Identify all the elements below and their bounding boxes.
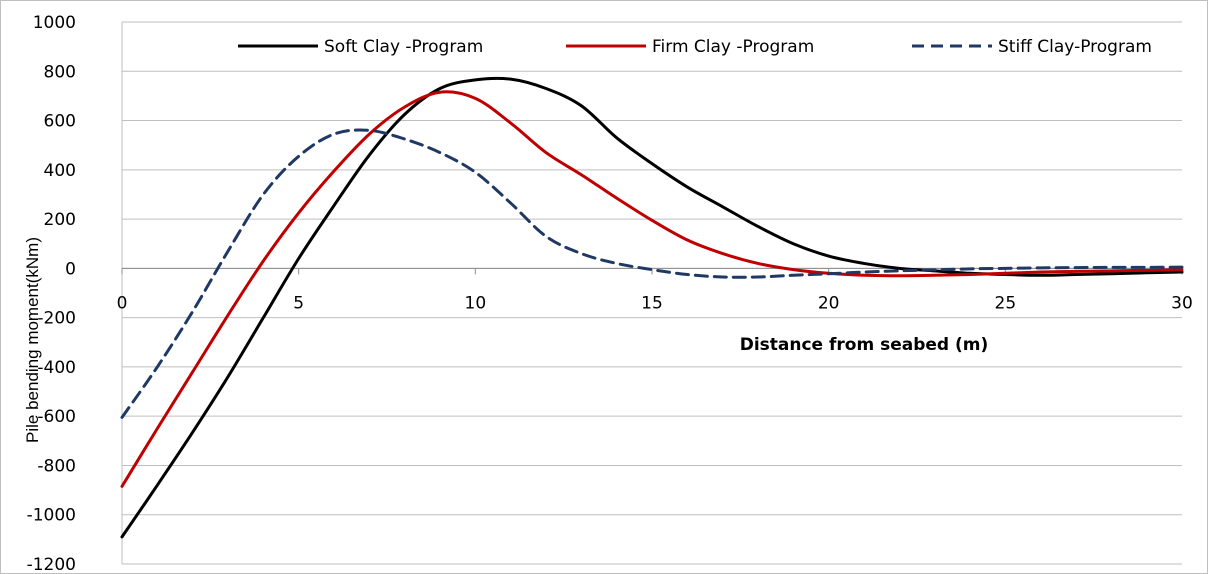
y-tick-label: -600 [37, 407, 76, 427]
x-axis-title: Distance from seabed (m) [740, 335, 989, 355]
y-tick-label: 600 [44, 112, 76, 132]
series-line-stiff-clay-program [120, 128, 1184, 419]
y-tick-label: -400 [37, 358, 76, 378]
y-tick-label: 1000 [33, 13, 76, 33]
y-tick-label: 200 [44, 210, 76, 230]
grid [122, 21, 1182, 565]
series-lines [120, 76, 1184, 539]
y-axis-title: Pile bending moment(kNm) [23, 237, 42, 443]
y-tick-label: -1000 [27, 506, 76, 526]
series-line-firm-clay-program [120, 90, 1184, 488]
x-tick-label: 20 [818, 293, 840, 313]
x-tick-label: 5 [293, 293, 304, 313]
x-tick-label: 10 [465, 293, 487, 313]
x-tick-label: 30 [1171, 293, 1193, 313]
y-tick-label: -1200 [27, 555, 76, 574]
y-tick-label: -200 [37, 309, 76, 329]
x-tick-label: 15 [641, 293, 663, 313]
legend: Soft Clay -Program Firm Clay -Program Stif… [238, 37, 1152, 57]
legend-label: Firm Clay -Program [652, 37, 814, 57]
x-tick-label: 0 [117, 293, 128, 313]
legend-label: Stiff Clay-Program [998, 37, 1152, 57]
x-tick-label: 25 [995, 293, 1017, 313]
y-tick-label: 0 [65, 259, 76, 279]
y-tick-label: 400 [44, 161, 76, 181]
y-tick-label: -800 [37, 456, 76, 476]
legend-label: Soft Clay -Program [324, 37, 483, 57]
y-tick-label: 800 [44, 62, 76, 82]
axes: -1200-1000-800-600-400-20002004006008001… [27, 13, 1193, 574]
